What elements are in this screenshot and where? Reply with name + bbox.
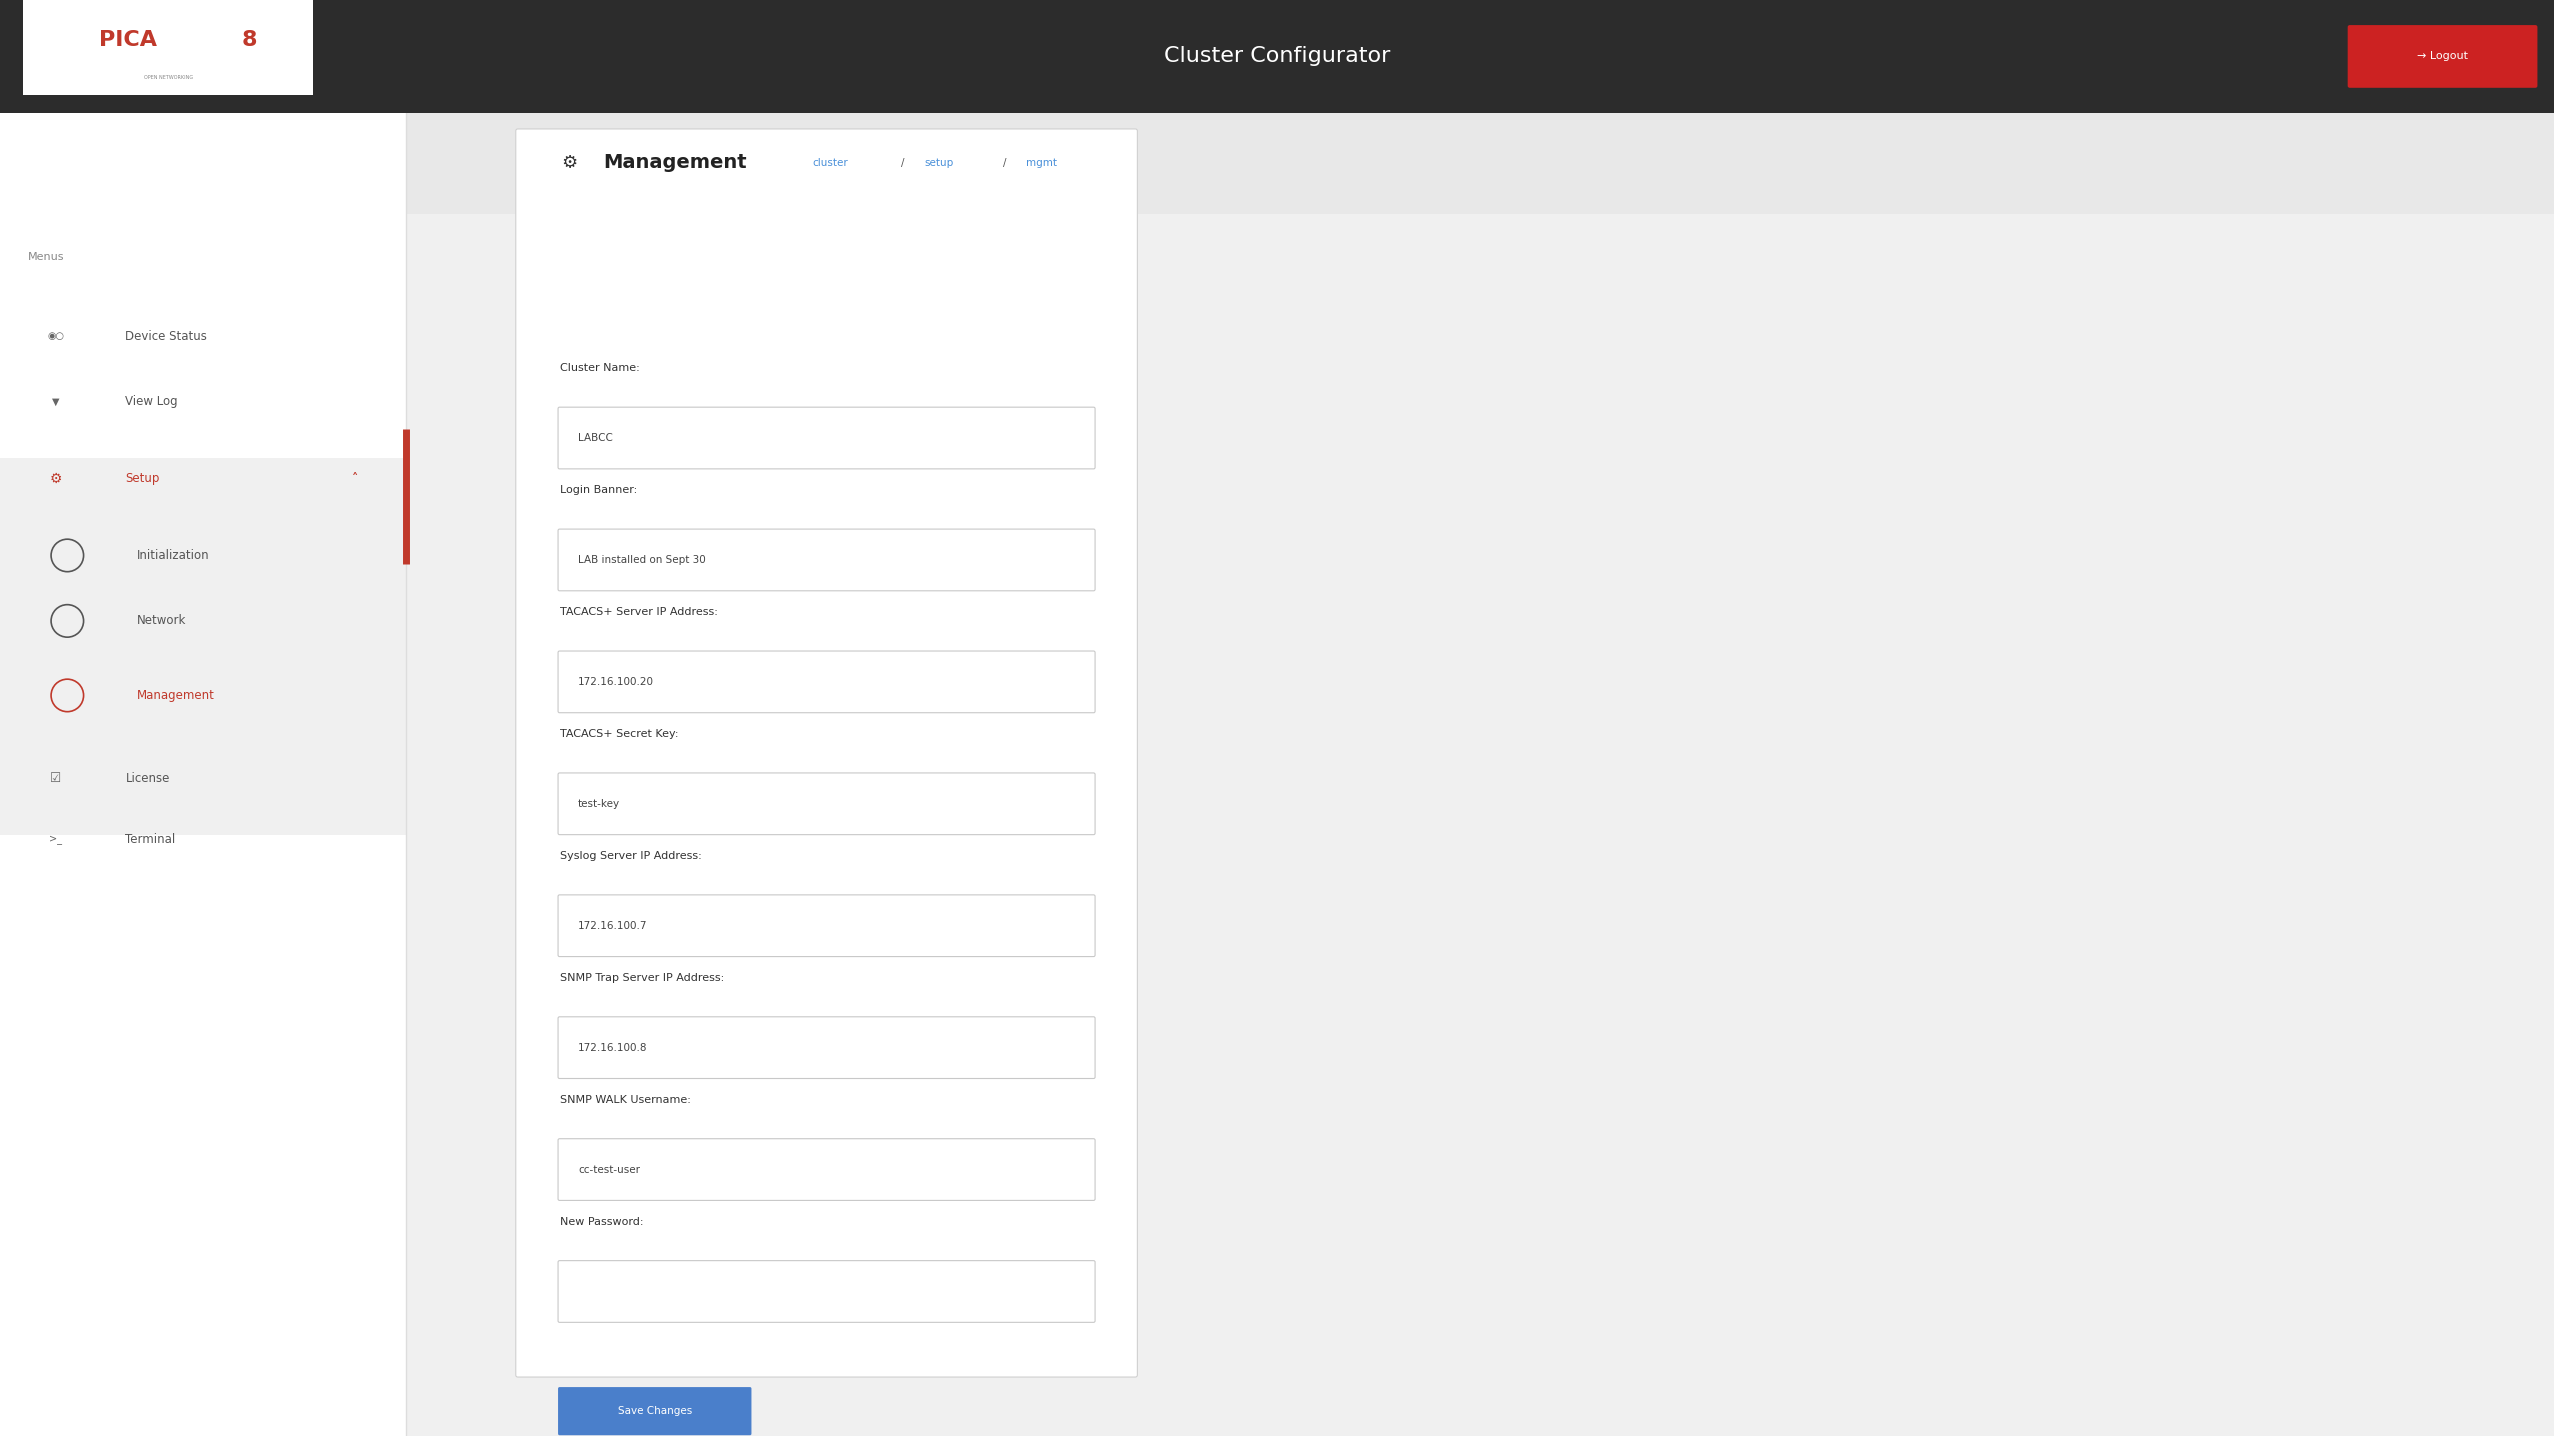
Text: 172.16.100.8: 172.16.100.8 [577,1043,649,1053]
Text: TACACS+ Server IP Address:: TACACS+ Server IP Address: [559,607,718,617]
FancyBboxPatch shape [559,1261,1096,1323]
Text: Management: Management [138,689,215,702]
Text: ▼: ▼ [51,396,59,406]
Text: TACACS+ Secret Key:: TACACS+ Secret Key: [559,729,677,738]
FancyBboxPatch shape [559,1387,751,1435]
FancyBboxPatch shape [516,129,1137,1377]
FancyBboxPatch shape [559,528,1096,590]
FancyBboxPatch shape [559,651,1096,712]
Text: mgmt: mgmt [1027,158,1057,168]
Text: View Log: View Log [125,395,179,408]
FancyBboxPatch shape [559,1139,1096,1200]
Text: test-key: test-key [577,798,621,808]
Text: Save Changes: Save Changes [618,1406,692,1416]
Text: ⚙: ⚙ [562,154,577,171]
Bar [406,113,2554,214]
Bar [406,113,2554,1436]
Text: Network: Network [138,615,186,628]
Text: cluster: cluster [812,158,848,168]
Text: /: / [902,158,904,168]
Text: New Password:: New Password: [559,1216,644,1226]
Bar [23,0,314,95]
Text: /: / [1004,158,1006,168]
FancyBboxPatch shape [2347,24,2539,88]
FancyBboxPatch shape [559,895,1096,956]
Text: ☑: ☑ [51,773,61,785]
Text: ⚙: ⚙ [49,471,61,485]
Text: LAB installed on Sept 30: LAB installed on Sept 30 [577,554,705,564]
FancyBboxPatch shape [559,408,1096,470]
Text: Cluster Configurator: Cluster Configurator [1165,46,1389,66]
Text: Syslog Server IP Address:: Syslog Server IP Address: [559,850,702,860]
Text: Device Status: Device Status [125,330,207,343]
FancyBboxPatch shape [559,773,1096,834]
Text: License: License [125,773,169,785]
Text: >_: >_ [49,834,61,844]
Text: setup: setup [925,158,953,168]
Text: SNMP Trap Server IP Address:: SNMP Trap Server IP Address: [559,972,723,982]
Text: ◉○: ◉○ [46,332,64,342]
Bar [0,458,406,836]
Text: 172.16.100.7: 172.16.100.7 [577,920,649,931]
Text: PICA: PICA [100,30,156,50]
Text: Cluster Name:: Cluster Name: [559,363,638,373]
Bar [0,113,406,1436]
Text: → Logout: → Logout [2416,52,2467,62]
Text: cc-test-user: cc-test-user [577,1165,641,1175]
Text: Initialization: Initialization [138,549,209,561]
Text: 8: 8 [243,30,258,50]
Bar [0,0,2554,113]
Text: Management: Management [603,154,748,172]
Text: Login Banner:: Login Banner: [559,485,636,495]
FancyBboxPatch shape [559,1017,1096,1078]
Text: Terminal: Terminal [125,833,176,846]
Text: SNMP WALK Username:: SNMP WALK Username: [559,1094,690,1104]
Text: LABCC: LABCC [577,434,613,444]
Text: Setup: Setup [125,472,161,485]
Text: OPEN NETWORKING: OPEN NETWORKING [143,75,194,80]
Text: Menus: Menus [28,253,64,263]
Text: ˄: ˄ [352,472,358,485]
Text: 172.16.100.20: 172.16.100.20 [577,676,654,686]
